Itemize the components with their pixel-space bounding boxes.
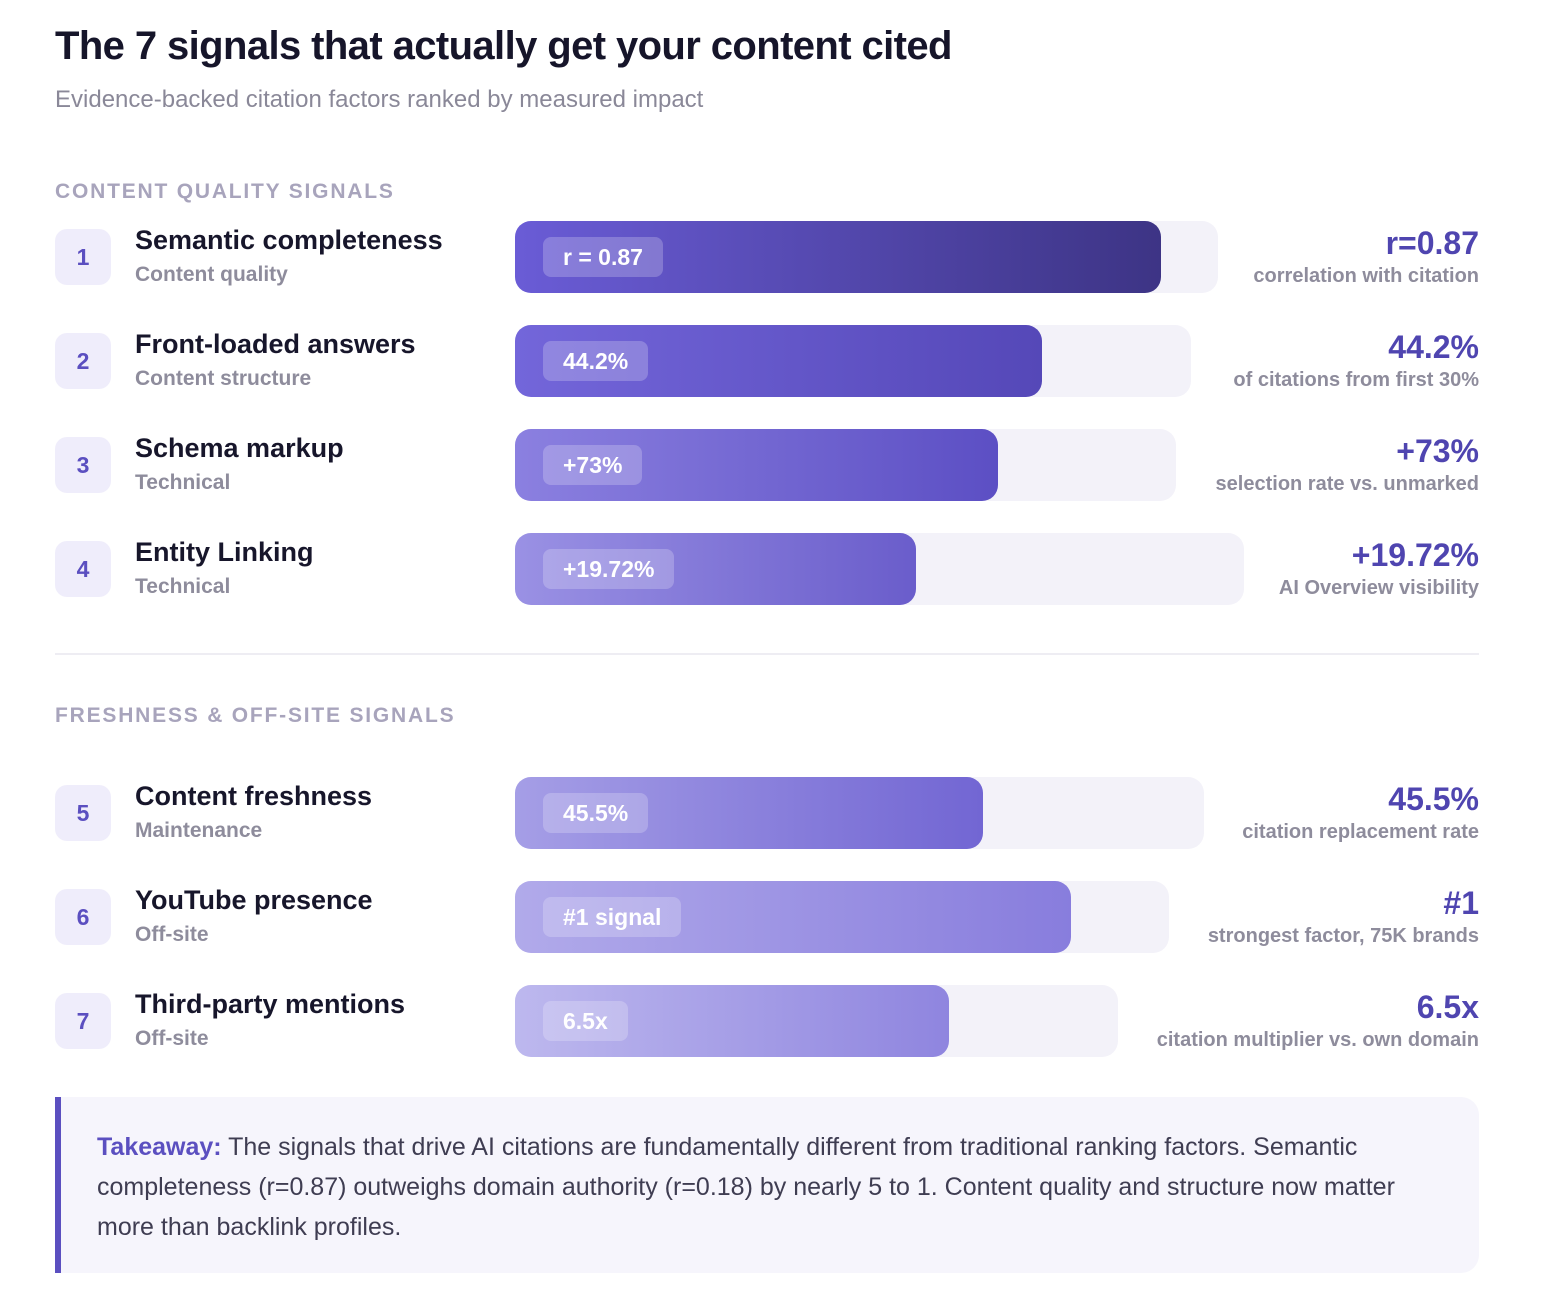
metric-value: #1: [1443, 885, 1479, 921]
rank-badge: 6: [55, 889, 111, 945]
bar-value-label: 6.5x: [543, 1001, 628, 1041]
metric-block: +73% selection rate vs. unmarked: [1216, 431, 1479, 497]
bar-value-label: +73%: [543, 445, 643, 485]
metric-description: correlation with citation: [1253, 265, 1479, 287]
metric-description: strongest factor, 75K brands: [1207, 925, 1479, 947]
metric-block: #1 strongest factor, 75K brands: [1208, 883, 1479, 949]
signal-category: Content quality: [135, 263, 288, 286]
bar-fill: +73%: [515, 429, 998, 501]
section-label-content-quality: CONTENT QUALITY SIGNALS: [55, 180, 395, 203]
bar-fill: +19.72%: [515, 533, 916, 605]
signal-row: 1 Semantic completeness Content quality r =…: [55, 221, 1479, 293]
metric-description: selection rate vs. unmarked: [1215, 473, 1479, 495]
bar-track: 45.5%: [515, 777, 1204, 849]
bar-fill: r = 0.87: [515, 221, 1161, 293]
bar-track: #1 signal: [515, 881, 1169, 953]
bar-fill: 45.5%: [515, 777, 983, 849]
metric-block: 44.2% of citations from first 30%: [1233, 327, 1479, 393]
bar-value-label: r = 0.87: [543, 237, 663, 277]
page-subtitle: Evidence-backed citation factors ranked …: [55, 86, 704, 113]
signal-category: Maintenance: [135, 819, 263, 842]
metric-block: 45.5% citation replacement rate: [1242, 779, 1479, 845]
bar-fill: 44.2%: [515, 325, 1042, 397]
signal-category: Technical: [135, 471, 231, 494]
signal-category: Off-site: [135, 1027, 209, 1050]
bar-value-label: #1 signal: [543, 897, 682, 937]
bar-value-label: +19.72%: [543, 549, 675, 589]
rank-badge: 1: [55, 229, 111, 285]
signal-category: Content structure: [135, 367, 312, 390]
signal-name: Schema markup: [135, 433, 344, 463]
bar-value-label: 44.2%: [543, 341, 649, 381]
rank-badge: 4: [55, 541, 111, 597]
signal-name: Third-party mentions: [135, 989, 406, 1019]
rank-badge: 5: [55, 785, 111, 841]
signal-row: 2 Front-loaded answers Content structure 44…: [55, 325, 1479, 397]
takeaway-box: Takeaway: The signals that drive AI cita…: [55, 1097, 1479, 1273]
bar-track: 6.5x: [515, 985, 1118, 1057]
rank-badge: 7: [55, 993, 111, 1049]
signal-name: Front-loaded answers: [135, 329, 416, 359]
signal-row: 4 Entity Linking Technical +19.72% +19.72% AI…: [55, 533, 1479, 605]
signal-row: 6 YouTube presence Off-site #1 signal #1 stro…: [55, 881, 1479, 953]
metric-description: of citations from first 30%: [1233, 369, 1479, 391]
metric-value: 45.5%: [1388, 781, 1479, 817]
takeaway-lead: Takeaway:: [97, 1133, 222, 1161]
signal-name: Entity Linking: [135, 537, 314, 567]
metric-block: r=0.87 correlation with citation: [1253, 223, 1479, 289]
metric-description: AI Overview visibility: [1278, 577, 1479, 599]
signal-name: Semantic completeness: [135, 225, 443, 255]
signal-category: Technical: [135, 575, 231, 598]
metric-block: 6.5x citation multiplier vs. own domain: [1157, 987, 1479, 1053]
bar-track: +19.72%: [515, 533, 1244, 605]
metric-value: r=0.87: [1385, 225, 1479, 261]
section-label-offsite: FRESHNESS & OFF-SITE SIGNALS: [55, 704, 456, 727]
page-title: The 7 signals that actually get your con…: [55, 24, 952, 68]
metric-description: citation replacement rate: [1242, 821, 1479, 843]
bar-fill: #1 signal: [515, 881, 1071, 953]
signal-row: 3 Schema markup Technical +73% +73% selection…: [55, 429, 1479, 501]
metric-value: +19.72%: [1351, 537, 1479, 573]
bar-track: r = 0.87: [515, 221, 1218, 293]
rank-badge: 2: [55, 333, 111, 389]
bar-fill: 6.5x: [515, 985, 949, 1057]
signal-row: 7 Third-party mentions Off-site 6.5x 6.5x cit…: [55, 985, 1479, 1057]
bar-value-label: 45.5%: [543, 793, 649, 833]
bar-track: +73%: [515, 429, 1176, 501]
metric-block: +19.72% AI Overview visibility: [1279, 535, 1479, 601]
metric-description: citation multiplier vs. own domain: [1156, 1029, 1479, 1051]
rank-badge: 3: [55, 437, 111, 493]
section-divider: [55, 653, 1479, 655]
signal-name: Content freshness: [135, 781, 373, 811]
metric-value: 6.5x: [1416, 989, 1479, 1025]
takeaway-text: Takeaway: The signals that drive AI cita…: [97, 1127, 1443, 1247]
signal-name: YouTube presence: [135, 885, 373, 915]
bar-track: 44.2%: [515, 325, 1191, 397]
metric-value: 44.2%: [1388, 329, 1479, 365]
takeaway-body: The signals that drive AI citations are …: [97, 1133, 1395, 1241]
metric-value: +73%: [1396, 433, 1479, 469]
signal-row: 5 Content freshness Maintenance 45.5% 45.5% c…: [55, 777, 1479, 849]
signal-category: Off-site: [135, 923, 209, 946]
